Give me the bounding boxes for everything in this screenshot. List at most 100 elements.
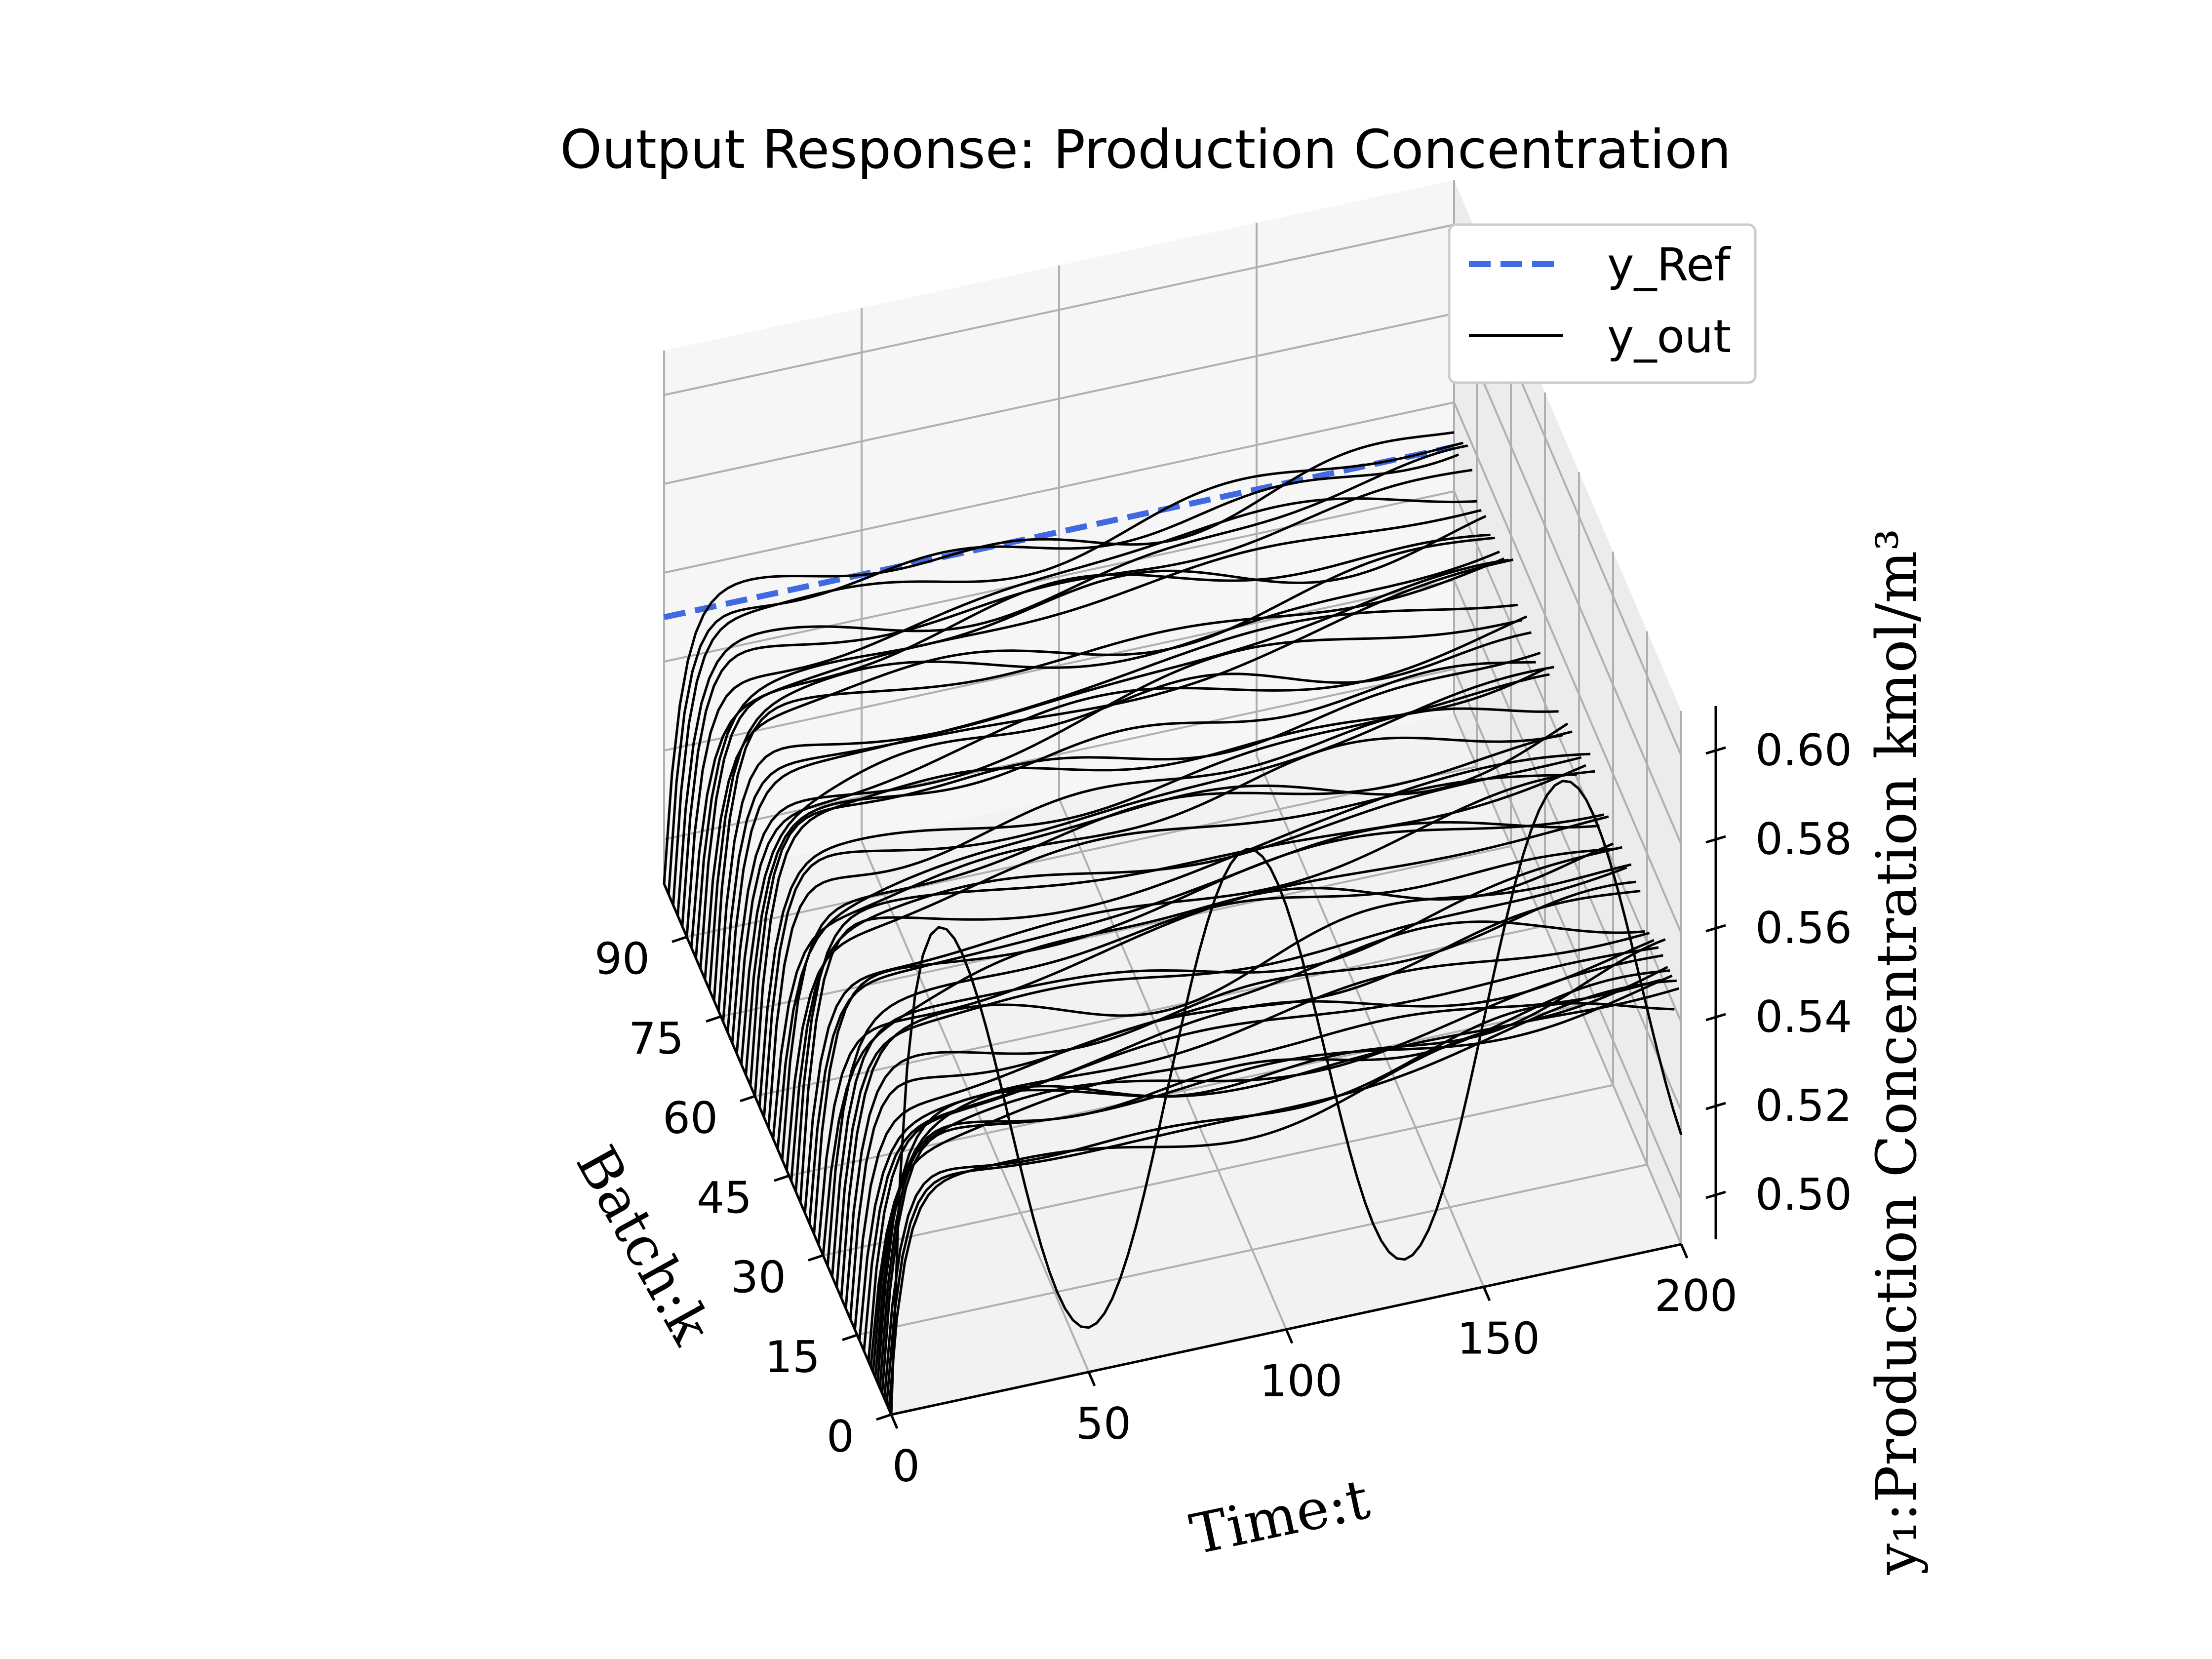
axis-lines: [663, 706, 1726, 1429]
y-out-line: [712, 557, 1505, 1001]
z-axis-label: y₁:Production Concentration kmol/m³: [1865, 529, 1929, 1576]
y-out-line: [740, 631, 1532, 1065]
x-tick-label: 0: [892, 1441, 920, 1492]
y-tick-label: 60: [663, 1093, 718, 1144]
z-tick-mark: [1705, 746, 1726, 755]
z-tick-label: 0.58: [1755, 814, 1852, 865]
x-tick-mark: [1285, 1329, 1294, 1344]
y-out-line: [663, 431, 1455, 884]
y-ref-line: [663, 444, 1455, 620]
y-out-line: [672, 441, 1464, 906]
z-tick-mark: [1705, 1190, 1726, 1199]
y-out-line: [867, 946, 1659, 1362]
grid-line-back-z: [664, 401, 1455, 574]
y-tick-label: 90: [594, 934, 650, 985]
grid-line-floor-y: [823, 1084, 1614, 1257]
y-out-line: [749, 651, 1541, 1086]
y-tick-mark: [774, 1174, 790, 1182]
grid-line-back-z: [664, 490, 1455, 663]
grid-line-side-z: [1453, 402, 1682, 934]
tick-labels: 05010015020001530456075900.500.520.540.5…: [594, 725, 1852, 1492]
y-out-line: [667, 453, 1460, 895]
grid-line-side-z: [1453, 669, 1682, 1200]
x-tick-label: 200: [1655, 1270, 1738, 1321]
y-out-line: [826, 847, 1618, 1266]
y-out-line: [890, 780, 1683, 1415]
y-tick-label: 0: [827, 1411, 854, 1462]
y-tick-mark: [672, 936, 687, 943]
y-tick-label: 30: [731, 1252, 786, 1303]
y-out-line: [799, 752, 1591, 1203]
z-tick-label: 0.56: [1755, 903, 1852, 953]
y-out-line: [690, 509, 1482, 948]
x-tick-mark: [1482, 1286, 1491, 1302]
z-tick-mark: [1705, 835, 1726, 844]
z-tick-label: 0.50: [1755, 1169, 1852, 1220]
y-out-line: [881, 974, 1673, 1394]
y-out-line: [694, 514, 1487, 958]
y-tick-mark: [706, 1015, 721, 1023]
grid-line-floor-y: [857, 1163, 1648, 1336]
legend: y_Ref y_out: [1448, 223, 1757, 384]
grid-line-side-z: [1453, 580, 1682, 1111]
x-tick-mark: [1087, 1371, 1096, 1386]
y-out-line: [704, 536, 1496, 980]
z-tick-label: 0.60: [1755, 725, 1852, 776]
y-out-line: [726, 603, 1518, 1033]
grid-line-back-z: [664, 224, 1455, 396]
y-out-line: [869, 979, 1661, 1367]
y-out-line: [813, 813, 1605, 1234]
grid-line-floor-y: [720, 845, 1511, 1018]
y-out-line: [781, 730, 1573, 1160]
legend-label-y-ref: y_Ref: [1607, 238, 1732, 291]
y-out-line: [885, 979, 1677, 1404]
y-out-line: [840, 863, 1632, 1298]
grid-line-floor-y: [686, 765, 1477, 938]
y-tick-mark: [808, 1254, 824, 1262]
chart-title: Output Response: Production Concentratio…: [560, 119, 1731, 181]
y-tick-label: 15: [765, 1332, 820, 1382]
y-out-line: [762, 666, 1554, 1118]
y-axis-label: Batch:k: [563, 1136, 724, 1355]
y-out-line: [717, 558, 1509, 1012]
grid-line-side-z: [1453, 313, 1682, 845]
grid-line-floor-x: [1256, 755, 1485, 1288]
y-out-line: [681, 469, 1473, 927]
grid-line-back-z: [664, 579, 1455, 751]
y-out-line: [803, 770, 1595, 1213]
y-out-line: [785, 773, 1577, 1171]
z-tick-mark: [1705, 1102, 1726, 1110]
y-out-line: [853, 920, 1645, 1330]
y-out-line: [883, 1002, 1675, 1399]
x-axis-label: Time:t: [1185, 1467, 1375, 1567]
y-out-line: [887, 987, 1680, 1410]
y-out-line: [676, 444, 1468, 916]
grid-line-back-z: [664, 313, 1455, 485]
legend-label-y-out: y_out: [1607, 310, 1731, 363]
grid-line-floor-y: [754, 925, 1545, 1097]
z-tick-label: 0.54: [1755, 991, 1852, 1042]
y-out-line: [772, 734, 1564, 1139]
y-out-line: [735, 615, 1528, 1054]
z-tick-mark: [1705, 1013, 1726, 1022]
y-out-line: [874, 938, 1666, 1378]
y-out-line: [835, 866, 1627, 1288]
data-lines: [663, 431, 1683, 1415]
z-tick-label: 0.52: [1755, 1080, 1852, 1131]
y-tick-mark: [740, 1095, 755, 1103]
x-tick-mark: [890, 1414, 899, 1429]
x-tick-label: 50: [1076, 1398, 1131, 1449]
x-tick-label: 100: [1260, 1356, 1343, 1407]
y-out-line: [790, 756, 1582, 1182]
y-tick-mark: [842, 1334, 858, 1342]
y-out-line: [708, 550, 1500, 990]
y-out-line: [731, 619, 1523, 1043]
z-tick-mark: [1705, 924, 1726, 933]
y-out-line: [685, 497, 1477, 937]
y-tick-mark: [876, 1413, 892, 1421]
grid-line-back-z: [664, 668, 1455, 840]
y-tick-label: 45: [697, 1172, 752, 1223]
y-out-line: [767, 707, 1559, 1128]
